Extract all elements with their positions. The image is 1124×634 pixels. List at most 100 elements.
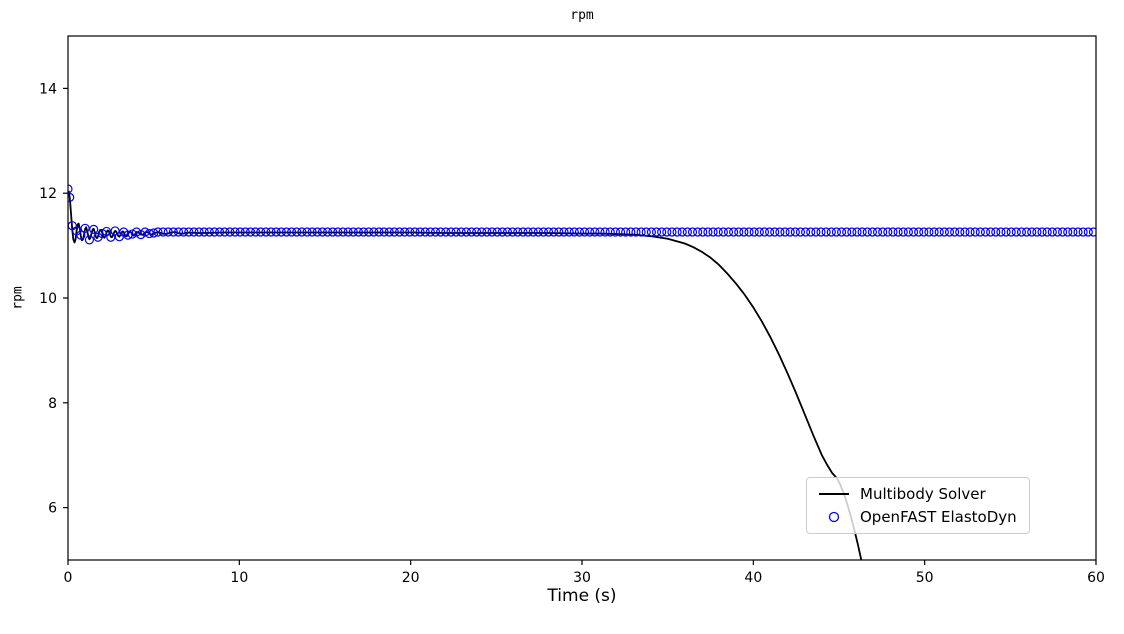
legend: Multibody Solver OpenFAST ElastoDyn: [806, 477, 1030, 534]
openfast-marker: [286, 227, 297, 237]
openfast-marker: [986, 227, 996, 237]
openfast-marker: [657, 227, 667, 237]
openfast-marker: [173, 227, 184, 237]
x-tick-label: 20: [402, 570, 420, 586]
openfast-marker: [538, 227, 549, 237]
openfast-marker: [569, 227, 579, 237]
openfast-marker: [502, 227, 513, 237]
openfast-marker: [939, 227, 949, 237]
openfast-marker: [256, 227, 266, 237]
openfast-marker: [123, 230, 133, 240]
openfast-marker: [168, 227, 178, 237]
openfast-marker: [924, 227, 934, 237]
openfast-marker: [621, 227, 631, 237]
openfast-marker: [739, 227, 749, 237]
openfast-marker: [1006, 227, 1016, 237]
openfast-marker: [1052, 227, 1063, 237]
x-tick-label: 40: [744, 570, 762, 586]
openfast-marker: [729, 227, 739, 237]
openfast-marker: [811, 227, 821, 237]
openfast-marker: [852, 227, 862, 237]
openfast-marker: [353, 227, 364, 237]
openfast-marker: [672, 227, 682, 237]
openfast-marker: [991, 227, 1001, 237]
openfast-marker: [723, 227, 734, 237]
openfast-marker: [235, 227, 245, 237]
openfast-marker: [492, 227, 502, 237]
openfast-marker: [400, 227, 410, 237]
x-tick-label: 50: [916, 570, 934, 586]
openfast-marker: [636, 227, 646, 237]
openfast-marker: [461, 227, 471, 237]
openfast-marker: [220, 227, 230, 237]
openfast-marker: [430, 227, 441, 237]
x-axis-label: Time (s): [547, 586, 617, 606]
openfast-marker: [1027, 227, 1037, 237]
openfast-marker: [585, 227, 595, 237]
openfast-marker: [662, 227, 672, 237]
openfast-marker: [415, 227, 425, 237]
openfast-marker: [651, 227, 662, 237]
openfast-marker: [68, 192, 75, 202]
openfast-marker: [456, 227, 466, 237]
openfast-marker: [358, 227, 369, 237]
openfast-marker: [194, 227, 204, 237]
openfast-marker: [780, 227, 790, 237]
openfast-marker: [127, 229, 137, 239]
openfast-marker: [955, 227, 965, 237]
y-tick-label: 6: [48, 501, 57, 517]
openfast-marker: [240, 227, 250, 237]
openfast-marker: [872, 227, 883, 237]
openfast-marker: [574, 227, 585, 237]
openfast-marker: [867, 227, 878, 237]
openfast-marker: [1078, 227, 1088, 237]
openfast-marker: [209, 227, 220, 237]
y-tick-label: 10: [39, 291, 57, 307]
openfast-marker: [364, 227, 374, 237]
openfast-marker: [451, 227, 461, 237]
openfast-marker: [76, 230, 86, 240]
openfast-marker: [245, 227, 256, 237]
openfast-marker: [775, 227, 785, 237]
openfast-marker: [908, 227, 919, 237]
openfast-marker: [975, 227, 985, 237]
openfast-marker: [317, 227, 328, 237]
openfast-marker: [929, 227, 939, 237]
openfast-marker: [394, 227, 405, 237]
openfast-marker: [149, 228, 159, 238]
openfast-marker: [1063, 227, 1073, 237]
y-tick-label: 14: [39, 81, 57, 97]
openfast-marker: [97, 228, 107, 239]
openfast-marker: [605, 227, 615, 237]
openfast-marker: [271, 227, 281, 237]
openfast-marker: [374, 227, 384, 237]
openfast-marker: [140, 227, 150, 237]
openfast-marker: [847, 227, 857, 237]
openfast-marker: [806, 227, 816, 237]
x-tick-label: 10: [230, 570, 248, 586]
openfast-marker: [328, 227, 338, 237]
openfast-marker: [513, 227, 523, 237]
openfast-marker: [631, 227, 641, 237]
series-multibody-solver: [68, 190, 863, 560]
openfast-marker: [425, 227, 435, 237]
openfast-marker: [80, 223, 90, 233]
openfast-marker: [862, 227, 872, 237]
openfast-marker: [163, 227, 173, 237]
openfast-marker: [1011, 227, 1021, 237]
openfast-marker: [903, 227, 913, 237]
openfast-marker: [523, 227, 533, 237]
openfast-marker: [878, 227, 888, 237]
openfast-marker: [106, 232, 116, 242]
chart-title: rpm: [570, 8, 594, 23]
openfast-marker: [302, 227, 312, 237]
openfast-marker: [297, 227, 307, 237]
openfast-marker: [410, 227, 420, 237]
openfast-marker: [1022, 227, 1032, 237]
openfast-marker: [703, 227, 713, 237]
openfast-marker: [667, 227, 677, 237]
openfast-marker: [466, 227, 477, 237]
openfast-marker: [646, 227, 656, 237]
openfast-marker: [518, 227, 528, 237]
openfast-marker: [708, 227, 718, 237]
